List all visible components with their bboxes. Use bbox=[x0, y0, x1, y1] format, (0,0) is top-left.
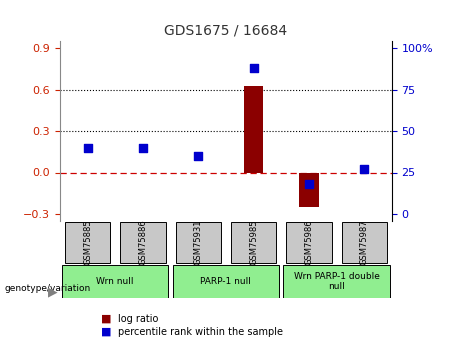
Text: GSM75931: GSM75931 bbox=[194, 220, 203, 265]
Bar bbox=[244, 86, 263, 172]
FancyBboxPatch shape bbox=[120, 222, 165, 263]
Text: GSM75986: GSM75986 bbox=[304, 219, 313, 265]
FancyBboxPatch shape bbox=[62, 265, 168, 298]
FancyBboxPatch shape bbox=[173, 265, 279, 298]
FancyBboxPatch shape bbox=[284, 265, 390, 298]
Bar bbox=[299, 172, 319, 207]
Text: ■: ■ bbox=[101, 314, 112, 324]
FancyBboxPatch shape bbox=[65, 222, 110, 263]
Point bbox=[361, 166, 368, 172]
Point bbox=[250, 66, 257, 71]
Text: genotype/variation: genotype/variation bbox=[5, 284, 91, 293]
Text: Wrn null: Wrn null bbox=[96, 277, 134, 286]
Text: Wrn PARP-1 double
null: Wrn PARP-1 double null bbox=[294, 272, 379, 291]
Text: log ratio: log ratio bbox=[118, 314, 158, 324]
Text: GSM75886: GSM75886 bbox=[138, 219, 148, 265]
FancyBboxPatch shape bbox=[176, 222, 221, 263]
Point bbox=[139, 145, 147, 150]
Title: GDS1675 / 16684: GDS1675 / 16684 bbox=[164, 23, 288, 38]
Text: PARP-1 null: PARP-1 null bbox=[201, 277, 251, 286]
Text: percentile rank within the sample: percentile rank within the sample bbox=[118, 327, 283, 337]
Text: ▶: ▶ bbox=[48, 285, 58, 298]
Point bbox=[195, 153, 202, 159]
FancyBboxPatch shape bbox=[286, 222, 331, 263]
Point bbox=[305, 181, 313, 187]
Text: GSM75985: GSM75985 bbox=[249, 220, 258, 265]
Text: ■: ■ bbox=[101, 327, 112, 337]
FancyBboxPatch shape bbox=[231, 222, 276, 263]
Point bbox=[84, 145, 91, 150]
Text: GSM75987: GSM75987 bbox=[360, 219, 369, 265]
Text: GSM75885: GSM75885 bbox=[83, 219, 92, 265]
FancyBboxPatch shape bbox=[342, 222, 387, 263]
